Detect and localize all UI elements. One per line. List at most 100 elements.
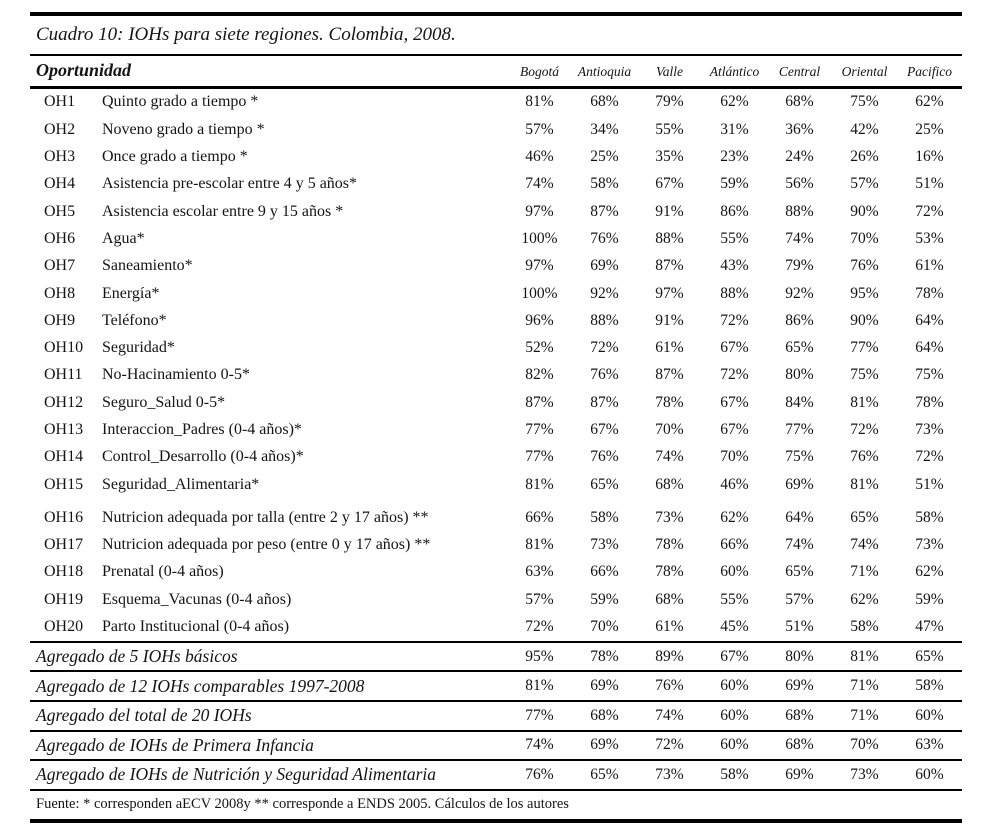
- aggregate-value-cell: 69%: [590, 736, 619, 754]
- body-bottom-separator: [30, 640, 962, 643]
- value-cell: 78%: [655, 536, 684, 554]
- row-label: Once grado a tiempo *: [102, 148, 248, 166]
- value-cell: 81%: [850, 475, 879, 493]
- paper-table-cuadro-10: Cuadro 10: IOHs para siete regiones. Col…: [30, 12, 962, 823]
- value-cell: 74%: [525, 175, 554, 193]
- aggregate-row: Agregado de IOHs de Primera Infancia 74% 6…: [30, 732, 962, 760]
- row-code: OH12: [44, 393, 84, 411]
- table-row: OH19 Esquema_Vacunas (0-4 años) 57% 59% 68% 5…: [30, 586, 962, 613]
- value-cell: 72%: [720, 311, 749, 329]
- value-cell: 64%: [915, 311, 944, 329]
- aggregate-value-cell: 71%: [850, 706, 879, 724]
- value-cell: 58%: [850, 618, 879, 636]
- aggregate-value-cell: 81%: [525, 677, 554, 695]
- bottom-border: [30, 818, 962, 823]
- value-cell: 95%: [850, 284, 879, 302]
- row-code: OH9: [44, 311, 76, 329]
- value-cell: 76%: [590, 366, 619, 384]
- value-cell: 26%: [850, 148, 879, 166]
- aggregate-value-cell: 71%: [850, 677, 879, 695]
- value-cell: 36%: [785, 120, 814, 138]
- aggregate-value-cell: 78%: [590, 647, 619, 665]
- row-code: OH4: [44, 175, 76, 193]
- row-code: OH20: [44, 618, 84, 636]
- row-label: Esquema_Vacunas (0-4 años): [102, 590, 292, 608]
- value-cell: 76%: [850, 257, 879, 275]
- row-code: OH3: [44, 148, 76, 166]
- table-row: OH10 Seguridad* 52% 72% 61% 67% 65% 77% 64%: [30, 334, 962, 361]
- table-row: OH8 Energía* 100% 92% 97% 88% 92% 95% 78%: [30, 280, 962, 307]
- table-row: OH12 Seguro_Salud 0-5* 87% 87% 78% 67% 84% 81% 7…: [30, 389, 962, 416]
- value-cell: 88%: [655, 229, 684, 247]
- column-header-region: Pacifico: [907, 63, 952, 79]
- table-row: OH7 Saneamiento* 97% 69% 87% 43% 79% 76% 61%: [30, 253, 962, 280]
- value-cell: 61%: [655, 618, 684, 636]
- value-cell: 81%: [850, 393, 879, 411]
- value-cell: 64%: [915, 339, 944, 357]
- value-cell: 57%: [525, 120, 554, 138]
- aggregate-separator: [30, 788, 962, 791]
- header-separator: [30, 85, 962, 89]
- table-row: OH16 Nutricion adequada por talla (entre …: [30, 504, 962, 531]
- row-code: OH2: [44, 120, 76, 138]
- row-label: Noveno grado a tiempo *: [102, 120, 265, 138]
- value-cell: 82%: [525, 366, 554, 384]
- value-cell: 87%: [590, 202, 619, 220]
- table-row: OH3 Once grado a tiempo * 46% 25% 35% 23% 24% 2…: [30, 143, 962, 170]
- value-cell: 86%: [720, 202, 749, 220]
- aggregate-row: Agregado de 5 IOHs básicos 95% 78% 89% 67% 80…: [30, 643, 962, 671]
- row-label: Seguridad*: [102, 339, 175, 357]
- value-cell: 64%: [785, 508, 814, 526]
- value-cell: 78%: [915, 393, 944, 411]
- table-row: OH9 Teléfono* 96% 88% 91% 72% 86% 90% 64%: [30, 307, 962, 334]
- column-header-region: Valle: [656, 63, 683, 79]
- value-cell: 25%: [915, 120, 944, 138]
- value-cell: 57%: [850, 175, 879, 193]
- value-cell: 62%: [915, 93, 944, 111]
- value-cell: 97%: [525, 202, 554, 220]
- aggregate-value-cell: 60%: [720, 706, 749, 724]
- table-row: OH20 Parto Institucional (0-4 años) 72% 70%…: [30, 613, 962, 640]
- aggregate-value-cell: 69%: [785, 765, 814, 783]
- row-label: Seguridad_Alimentaria*: [102, 475, 260, 493]
- value-cell: 73%: [655, 508, 684, 526]
- table-body: OH1 Quinto grado a tiempo * 81% 68% 79% 62% 68…: [30, 89, 962, 641]
- row-label: Nutricion adequada por peso (entre 0 y 1…: [102, 536, 431, 554]
- aggregate-value-cell: 80%: [785, 647, 814, 665]
- value-cell: 63%: [525, 563, 554, 581]
- aggregate-separator: [30, 699, 962, 702]
- value-cell: 43%: [720, 257, 749, 275]
- aggregate-label: Agregado de 5 IOHs básicos: [36, 646, 238, 667]
- value-cell: 81%: [525, 536, 554, 554]
- value-cell: 86%: [785, 311, 814, 329]
- value-cell: 52%: [525, 339, 554, 357]
- value-cell: 92%: [590, 284, 619, 302]
- value-cell: 79%: [655, 93, 684, 111]
- value-cell: 67%: [720, 393, 749, 411]
- aggregate-value-cell: 76%: [525, 765, 554, 783]
- value-cell: 79%: [785, 257, 814, 275]
- row-code: OH15: [44, 475, 84, 493]
- value-cell: 84%: [785, 393, 814, 411]
- value-cell: 87%: [655, 257, 684, 275]
- value-cell: 25%: [590, 148, 619, 166]
- column-header-oportunidad: Oportunidad: [36, 59, 132, 80]
- value-cell: 56%: [785, 175, 814, 193]
- aggregate-value-cell: 69%: [590, 677, 619, 695]
- aggregate-value-cell: 89%: [655, 647, 684, 665]
- table-row: OH11 No-Hacinamiento 0-5* 82% 76% 87% 72% 80% 7…: [30, 362, 962, 389]
- value-cell: 87%: [525, 393, 554, 411]
- value-cell: 61%: [655, 339, 684, 357]
- aggregate-value-cell: 60%: [915, 765, 944, 783]
- row-code: OH19: [44, 590, 84, 608]
- row-code: OH1: [44, 93, 76, 111]
- aggregate-value-cell: 60%: [915, 706, 944, 724]
- value-cell: 45%: [720, 618, 749, 636]
- value-cell: 68%: [785, 93, 814, 111]
- value-cell: 75%: [915, 366, 944, 384]
- value-cell: 58%: [590, 175, 619, 193]
- value-cell: 100%: [521, 229, 558, 247]
- row-code: OH13: [44, 421, 84, 438]
- value-cell: 58%: [915, 508, 944, 526]
- value-cell: 97%: [525, 257, 554, 275]
